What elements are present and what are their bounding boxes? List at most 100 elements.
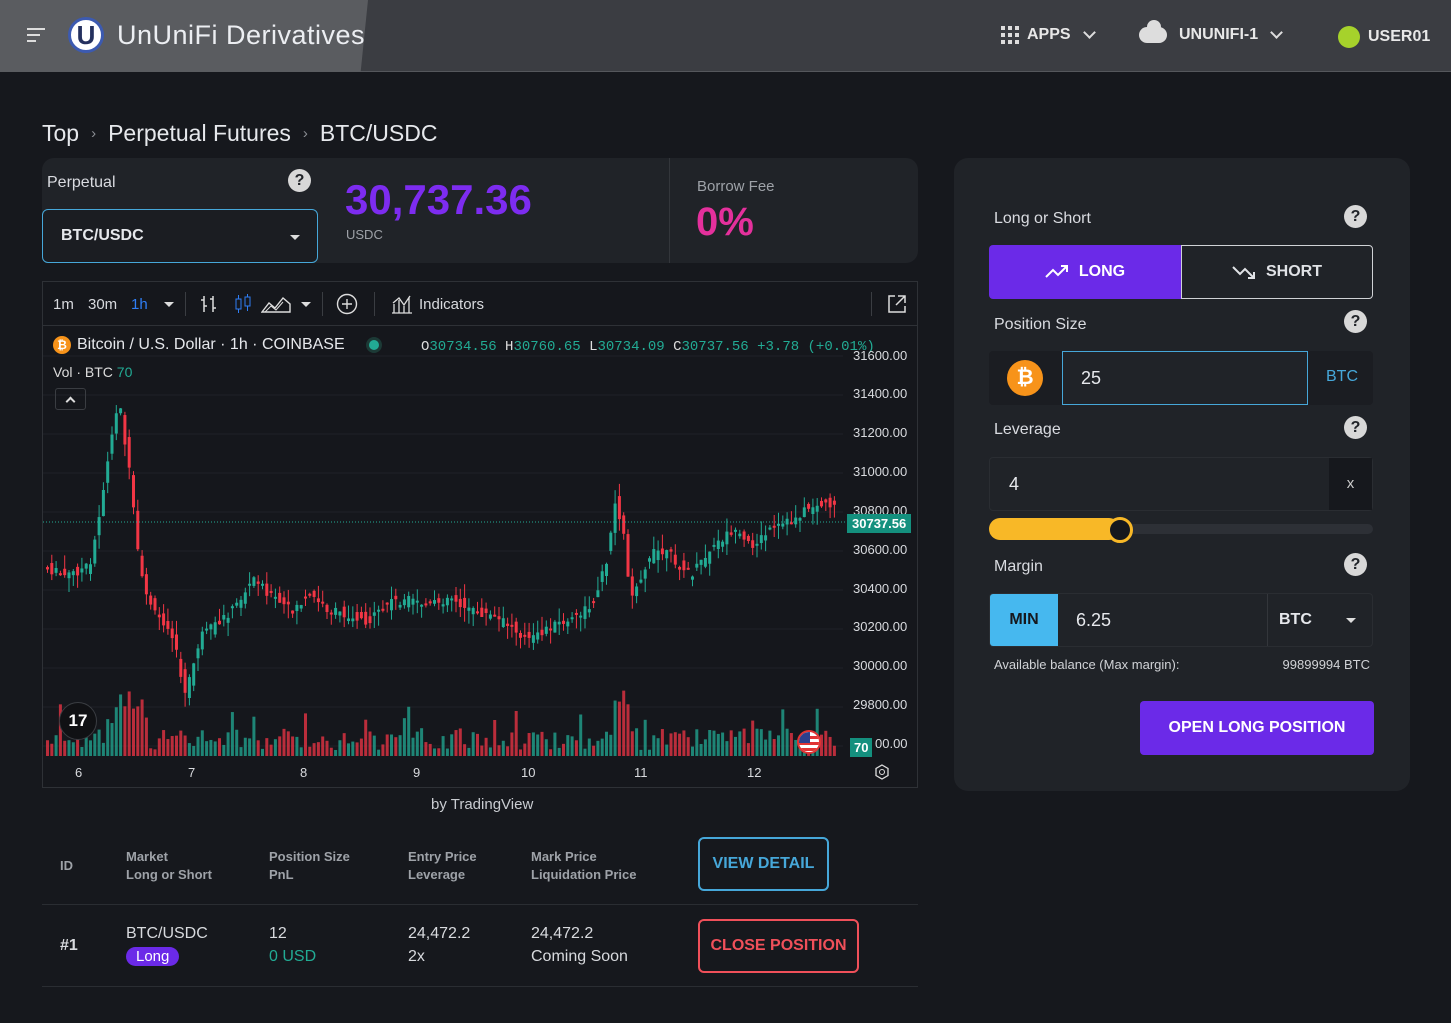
settings-icon[interactable]: [874, 764, 890, 780]
candle-body: [617, 496, 621, 520]
volume-bar: [746, 743, 750, 756]
volume-bar: [617, 701, 621, 756]
volume-bar: [132, 708, 135, 756]
volume-bar: [364, 719, 368, 756]
candles-icon[interactable]: [233, 294, 253, 314]
candle-body: [587, 609, 591, 613]
indicators-button[interactable]: Indicators: [419, 296, 485, 313]
perpetual-select[interactable]: BTC/USDC: [42, 209, 318, 263]
tradingview-credit[interactable]: by TradingView: [431, 796, 534, 813]
candle-body: [424, 603, 428, 606]
trending-up-icon: [1045, 265, 1068, 278]
position-size-label: Position Size: [994, 316, 1087, 333]
menu-icon[interactable]: [27, 28, 45, 42]
volume-bar: [183, 735, 187, 756]
candle-body: [114, 413, 118, 434]
volume-bar: [794, 739, 798, 756]
candle-body: [261, 583, 264, 586]
view-detail-button[interactable]: VIEW DETAIL: [698, 837, 829, 891]
leverage-slider[interactable]: [989, 517, 1373, 543]
candle-body: [89, 564, 92, 574]
breadcrumb-perpetual[interactable]: Perpetual Futures: [108, 120, 291, 146]
candle-body: [476, 611, 479, 614]
volume-bar: [531, 732, 535, 756]
timeframe-dropdown-icon[interactable]: [164, 302, 174, 307]
volume-bar: [428, 743, 432, 756]
min-margin-button[interactable]: MIN: [990, 594, 1058, 646]
help-icon[interactable]: ?: [288, 169, 311, 192]
divider: [42, 986, 918, 987]
leverage-input[interactable]: 4: [1009, 474, 1020, 494]
chart-type-dropdown-icon[interactable]: [301, 302, 311, 307]
close-position-button[interactable]: CLOSE POSITION: [698, 919, 859, 973]
volume-bar: [106, 719, 110, 756]
add-compare-icon[interactable]: [336, 293, 358, 315]
candle-body: [170, 628, 174, 639]
chevron-down-icon: [1082, 26, 1096, 39]
network-menu[interactable]: UNUNIFI-1: [1139, 20, 1283, 44]
candle-body: [325, 604, 329, 613]
us-flag-icon[interactable]: [797, 730, 821, 754]
position-mark: 24,472.2 Coming Soon: [531, 925, 628, 965]
candle-body: [815, 505, 819, 512]
volume-bar: [312, 743, 316, 756]
candle-body: [54, 568, 58, 573]
candle-body: [321, 601, 325, 604]
volume-bar: [527, 733, 531, 756]
user-menu[interactable]: USER01: [1338, 26, 1430, 48]
candle-body: [278, 592, 282, 603]
slider-knob[interactable]: [1106, 517, 1133, 543]
timeframe-30m[interactable]: 30m: [88, 296, 118, 313]
bar-chart-icon[interactable]: [199, 294, 219, 314]
candle-body: [304, 596, 307, 599]
breadcrumb-top[interactable]: Top: [42, 120, 80, 146]
short-button[interactable]: SHORT: [1181, 245, 1373, 299]
apps-menu[interactable]: APPS: [1001, 26, 1096, 44]
volume-bar: [46, 740, 49, 756]
borrow-fee-value: 0%: [696, 200, 754, 244]
volume-bar: [445, 748, 449, 756]
candle-body: [454, 595, 458, 602]
area-chart-icon[interactable]: [261, 294, 291, 314]
open-external-icon[interactable]: [886, 293, 908, 315]
margin-unit-select[interactable]: BTC: [1267, 594, 1373, 646]
volume-bar: [153, 749, 157, 756]
chevron-right-icon: ›: [91, 125, 97, 142]
tradingview-logo[interactable]: 17: [59, 702, 97, 740]
volume-bar: [299, 747, 303, 756]
volume-bar: [415, 731, 419, 756]
timeframe-1h[interactable]: 1h: [131, 296, 148, 313]
candle-body: [605, 563, 608, 577]
candle-body: [394, 595, 398, 600]
candle-body: [484, 608, 488, 614]
volume-bar: [407, 706, 411, 756]
indicators-icon[interactable]: [391, 294, 413, 314]
candle-body: [132, 475, 135, 508]
volume-bar: [820, 734, 823, 756]
candle-body: [235, 602, 239, 606]
tradingview-chart[interactable]: 1m 30m 1h Indicators ₿ Bitcoin / U.S. Do…: [42, 281, 918, 788]
volume-bar: [777, 735, 780, 756]
candle-body: [751, 540, 755, 548]
help-icon[interactable]: ?: [1344, 553, 1367, 576]
candle-body: [295, 604, 299, 612]
volume-bar: [200, 730, 204, 756]
candle-body: [153, 598, 157, 611]
open-long-position-button[interactable]: OPEN LONG POSITION: [1140, 701, 1374, 755]
timeframe-1m[interactable]: 1m: [53, 296, 74, 313]
position-size-input[interactable]: 25: [1062, 351, 1308, 405]
candle-body: [592, 601, 596, 604]
price-plot[interactable]: [43, 326, 917, 788]
candle-body: [467, 607, 471, 611]
volume-legend: Vol · BTC 70: [53, 364, 133, 380]
long-button[interactable]: LONG: [989, 245, 1181, 299]
help-icon[interactable]: ?: [1344, 205, 1367, 228]
help-icon[interactable]: ?: [1344, 416, 1367, 439]
volume-bar: [248, 738, 252, 756]
collapse-legend-button[interactable]: [55, 388, 86, 410]
help-icon[interactable]: ?: [1344, 310, 1367, 333]
volume-bar: [119, 694, 123, 756]
margin-input[interactable]: 6.25: [1076, 610, 1112, 630]
volume-bar: [239, 747, 243, 756]
volume-bar: [458, 728, 462, 756]
